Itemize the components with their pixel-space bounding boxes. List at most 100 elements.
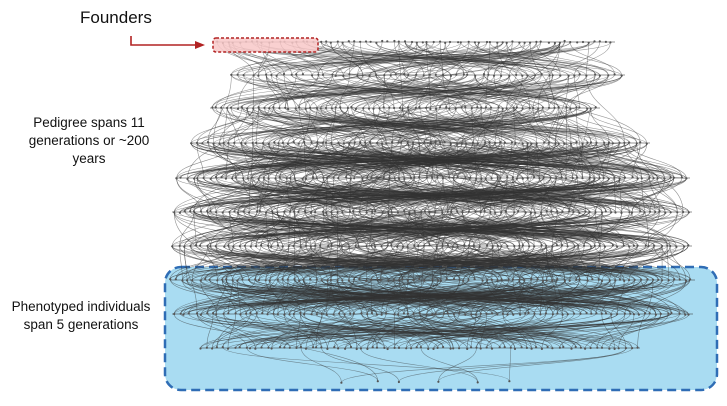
pedigree-node [644,312,646,314]
pedigree-node [320,107,322,109]
pedigree-node [314,245,316,247]
pedigree-node [243,211,245,213]
pedigree-node [546,210,548,212]
pedigree-node [237,74,239,76]
pedigree-node [381,212,383,214]
pedigree-node [628,141,630,143]
pedigree-node [357,245,359,247]
pedigree-node [353,278,355,280]
pedigree-node [369,141,371,143]
pedigree-node [189,210,191,212]
pedigree-node [372,108,374,110]
pedigree-node [595,312,597,314]
pedigree-node [350,346,352,348]
pedigree-node [350,106,352,108]
pedigree-node [661,245,663,247]
pedigree-node [551,280,553,282]
pedigree-node [341,279,343,281]
pedigree-node [407,313,409,315]
pedigree-node [321,313,323,315]
pedigree-node [336,211,338,213]
pedigree-node [456,143,458,145]
pedigree-node [295,108,297,110]
pedigree-node [551,246,553,248]
pedigree-node [370,41,372,43]
pedigree-node [341,246,343,248]
pedigree-node [516,106,518,108]
pedigree-node [657,177,659,179]
pedigree-node [269,280,271,282]
pedigree-node [220,107,222,109]
pedigree-node [387,211,389,213]
pedigree-node [594,245,596,247]
pedigree-node [390,244,392,246]
pedigree-node [310,212,312,214]
pedigree-node [330,211,332,213]
pedigree-node [638,314,640,316]
pedigree-node [295,347,297,349]
pedigree-node [445,106,447,108]
pedigree-node [465,143,467,145]
pedigree-node [257,75,259,77]
pedigree-node [504,346,506,348]
pedigree-node [649,211,651,213]
pedigree-node [383,176,385,178]
pedigree-node [506,176,508,178]
pedigree-node [215,176,217,178]
pedigree-node [523,279,525,281]
pedigree-node [450,75,452,77]
pedigree-node [359,41,361,43]
pedigree-node [404,40,406,42]
pedigree-node [337,142,339,144]
pedigree-node [270,74,272,76]
pedigree-node [330,142,332,144]
pedigree-node [447,244,449,246]
pedigree-node [620,212,622,214]
pedigree-node [365,40,367,42]
pedigree-node [291,74,293,76]
pedigree-node [362,107,364,109]
pedigree-node [624,313,626,315]
pedigree-node [458,313,460,315]
pedigree-node [353,312,355,314]
pedigree-node [303,141,305,143]
pedigree-node [684,314,686,316]
phenotyped-span-line-2: span 5 generations [2,316,160,334]
pedigree-node [405,347,407,349]
pedigree-node [594,73,596,75]
pedigree-node [476,106,478,108]
pedigree-node [414,211,416,213]
pedigree-node [284,107,286,109]
pedigree-node [485,313,487,315]
pedigree-node [487,74,489,76]
pedigree-node [381,40,383,42]
pedigree-node [608,141,610,143]
pedigree-node [424,210,426,212]
pedigree-node [317,74,319,76]
phenotyped-span-line-1: Phenotyped individuals [2,298,160,316]
pedigree-node [578,106,580,108]
pedigree-node [530,143,532,145]
pedigree-node [209,210,211,212]
pedigree-node [442,346,444,348]
pedigree-node [599,75,601,77]
pedigree-node [508,279,510,281]
pedigree-node [584,211,586,213]
pedigree-node [235,177,237,179]
pedigree-node [637,245,639,247]
pedigree-node [598,245,600,247]
pedigree-node [444,141,446,143]
pedigree-node [360,312,362,314]
pedigree-node [283,211,285,213]
pedigree-node [215,106,217,108]
pedigree-node [371,312,373,314]
pedigree-node [526,347,528,349]
pedigree-node [305,178,307,180]
pedigree-node [524,313,526,315]
pedigree-node [529,42,531,44]
pedigree-node [381,143,383,145]
pedigree-node [393,40,395,42]
pedigree-node [365,245,367,247]
pedigree-node [637,178,639,180]
pedigree-node [675,246,677,248]
